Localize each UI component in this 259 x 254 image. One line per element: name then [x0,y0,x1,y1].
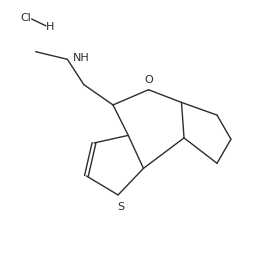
Text: O: O [145,75,153,85]
Text: NH: NH [73,53,89,63]
Text: H: H [45,22,54,32]
Text: S: S [117,201,124,211]
Text: Cl: Cl [20,13,31,23]
